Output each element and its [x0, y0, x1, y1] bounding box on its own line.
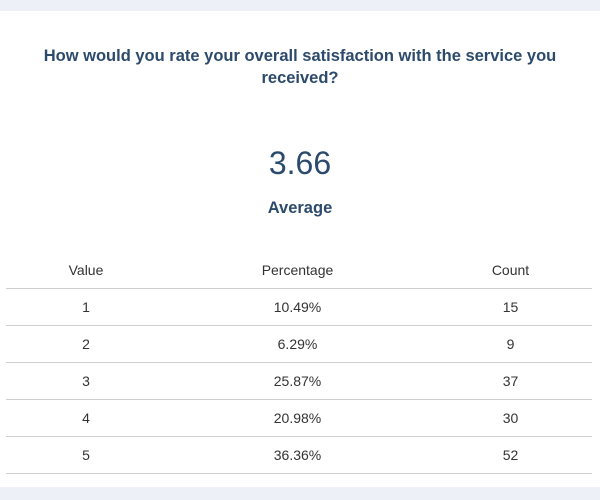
cell-value: 2	[6, 325, 166, 363]
table-header-row: Value Percentage Count	[6, 251, 592, 289]
question-title: How would you rate your overall satisfac…	[43, 47, 557, 87]
cell-percentage: 36.36%	[166, 436, 429, 474]
cell-count: 9	[429, 325, 592, 363]
average-label: Average	[267, 199, 333, 217]
cell-percentage: 20.98%	[166, 399, 429, 437]
table-row: 3 25.87% 37	[6, 362, 592, 400]
cell-count: 52	[429, 436, 592, 474]
cell-count: 30	[429, 399, 592, 437]
table-row: 5 36.36% 52	[6, 436, 592, 474]
results-table: Value Percentage Count 1 10.49% 15 2 6.2…	[6, 251, 592, 474]
cell-percentage: 6.29%	[166, 325, 429, 363]
header-percentage: Percentage	[166, 251, 429, 289]
table-row: 2 6.29% 9	[6, 325, 592, 363]
cell-count: 37	[429, 362, 592, 400]
cell-count: 15	[429, 288, 592, 326]
survey-result-card: How would you rate your overall satisfac…	[0, 11, 600, 487]
cell-value: 5	[6, 436, 166, 474]
cell-value: 4	[6, 399, 166, 437]
cell-value: 3	[6, 362, 166, 400]
table-row: 4 20.98% 30	[6, 399, 592, 437]
header-value: Value	[6, 251, 166, 289]
cell-value: 1	[6, 288, 166, 326]
header-count: Count	[429, 251, 592, 289]
cell-percentage: 25.87%	[166, 362, 429, 400]
average-value: 3.66	[268, 145, 332, 181]
table-row: 1 10.49% 15	[6, 288, 592, 326]
cell-percentage: 10.49%	[166, 288, 429, 326]
